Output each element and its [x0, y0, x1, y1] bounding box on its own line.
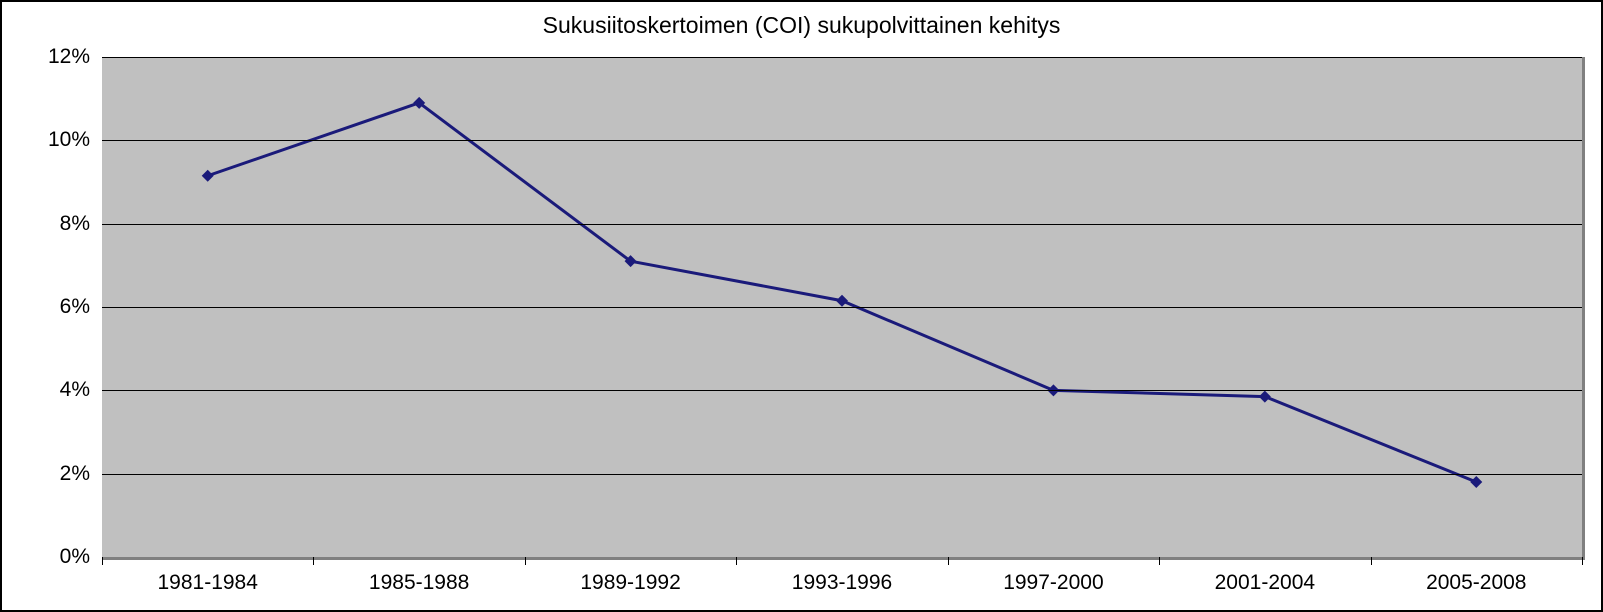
x-tick-label: 1993-1996: [792, 571, 892, 595]
series-line: [208, 103, 1477, 482]
x-tick-label: 1997-2000: [1003, 571, 1103, 595]
x-tick-label: 2005-2008: [1426, 571, 1526, 595]
series-marker: [836, 295, 848, 307]
grid-line: [102, 140, 1582, 141]
x-tick: [948, 557, 949, 565]
plot-area: [102, 57, 1585, 560]
grid-line: [102, 390, 1582, 391]
chart-title: Sukusiitoskertoimen (COI) sukupolvittain…: [2, 12, 1601, 39]
y-tick-label: 8%: [2, 212, 90, 236]
x-tick: [102, 557, 103, 565]
grid-line: [102, 307, 1582, 308]
x-tick-label: 1985-1988: [369, 571, 469, 595]
y-tick-label: 10%: [2, 128, 90, 152]
y-tick-label: 12%: [2, 45, 90, 69]
x-tick-label: 1981-1984: [157, 571, 257, 595]
series-marker: [1470, 476, 1482, 488]
grid-line: [102, 224, 1582, 225]
y-tick-label: 0%: [2, 545, 90, 569]
x-tick: [1159, 557, 1160, 565]
x-tick-label: 1989-1992: [580, 571, 680, 595]
x-tick: [1582, 557, 1583, 565]
y-tick-label: 4%: [2, 378, 90, 402]
y-tick-label: 2%: [2, 462, 90, 486]
x-tick: [525, 557, 526, 565]
series-marker: [202, 170, 214, 182]
grid-line: [102, 474, 1582, 475]
x-tick: [1371, 557, 1372, 565]
series-marker: [1259, 391, 1271, 403]
y-tick-label: 6%: [2, 295, 90, 319]
chart-frame: Sukusiitoskertoimen (COI) sukupolvittain…: [0, 0, 1603, 612]
x-tick-label: 2001-2004: [1215, 571, 1315, 595]
x-tick: [736, 557, 737, 565]
x-tick: [313, 557, 314, 565]
grid-line: [102, 57, 1582, 58]
